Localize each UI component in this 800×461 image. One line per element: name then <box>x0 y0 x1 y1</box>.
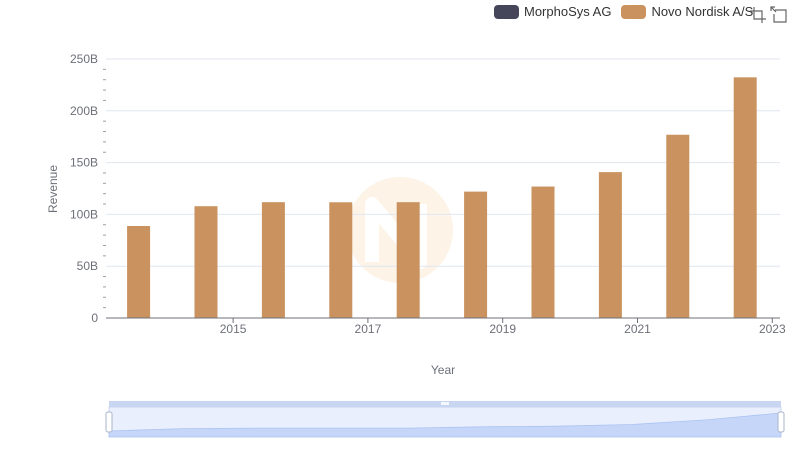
bar-novo-nordisk-2021 <box>598 172 622 318</box>
y-tick-label: 150B <box>70 156 98 170</box>
x-tick-label: 2019 <box>489 322 516 336</box>
bar-novo-nordisk-2020 <box>531 186 555 318</box>
y-axis-labels: 0 50B 100B 150B 200B 250B <box>70 52 98 325</box>
x-axis-ticks <box>232 318 773 323</box>
bar-novo-nordisk-2022 <box>666 134 690 318</box>
legend-label-morphosys: MorphoSys AG <box>524 4 612 19</box>
x-axis-title: Year <box>431 363 455 377</box>
y-tick-label: 0 <box>91 311 98 325</box>
x-tick-label: 2023 <box>759 322 786 336</box>
x-tick-label: 2015 <box>220 322 247 336</box>
bar-novo-nordisk-2016 <box>261 202 285 318</box>
bar-novo-nordisk-2018 <box>396 202 420 318</box>
x-tick-label: 2017 <box>355 322 382 336</box>
legend: MorphoSys AG Novo Nordisk A/S <box>494 4 763 19</box>
x-axis-labels: 2015 2017 2019 2021 2023 <box>220 322 786 336</box>
bar-novo-nordisk-2019 <box>464 191 488 318</box>
bar-series <box>127 77 757 319</box>
data-zoom-move-handle-icon[interactable] <box>441 402 449 405</box>
data-zoom-right-handle[interactable] <box>777 411 785 433</box>
x-tick-label: 2021 <box>624 322 651 336</box>
data-zoom-slider[interactable] <box>105 401 785 438</box>
legend-label-novo-nordisk: Novo Nordisk A/S <box>651 4 754 19</box>
y-tick-label: 50B <box>77 259 98 273</box>
legend-swatch-novo-nordisk <box>621 4 647 19</box>
y-axis-title: Revenue <box>46 165 60 213</box>
bar-novo-nordisk-2023 <box>733 77 757 319</box>
y-minor-ticks <box>103 68 106 309</box>
legend-item-novo-nordisk[interactable]: Novo Nordisk A/S <box>621 4 753 19</box>
y-tick-label: 100B <box>70 207 98 221</box>
legend-item-morphosys[interactable]: MorphoSys AG <box>494 4 611 19</box>
y-tick-label: 200B <box>70 104 98 118</box>
bar-novo-nordisk-2015 <box>194 206 218 318</box>
restore-icon[interactable] <box>770 6 788 24</box>
bar-novo-nordisk-2017 <box>329 202 353 318</box>
data-zoom-left-handle[interactable] <box>105 411 113 433</box>
zoom-icon[interactable] <box>749 6 767 24</box>
legend-swatch-morphosys <box>494 4 519 19</box>
data-zoom-selected-range[interactable] <box>109 407 781 437</box>
toolbox <box>746 6 788 24</box>
y-tick-label: 250B <box>70 52 98 66</box>
bar-novo-nordisk-2014 <box>127 226 151 318</box>
